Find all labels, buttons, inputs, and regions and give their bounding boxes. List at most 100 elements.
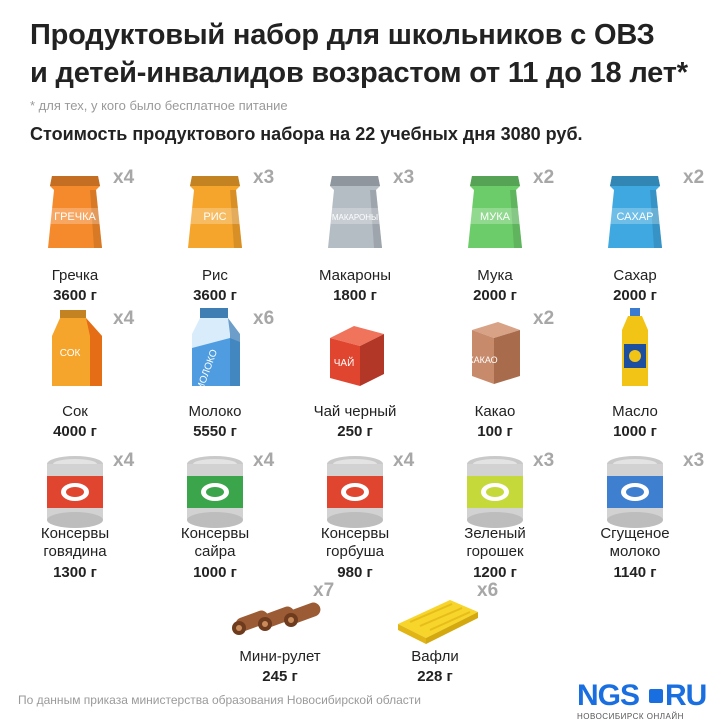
tea-box-icon: ЧАЙ (310, 308, 400, 388)
wafer-icon (380, 594, 490, 644)
product-item: x4 Консервы горбуша 980 г (285, 450, 425, 581)
product-name: Чай черный (313, 403, 397, 420)
product-weight: 100 г (477, 423, 513, 440)
product-name: Консервы сайра (180, 525, 250, 560)
quantity-multiplier: x7 (313, 580, 335, 601)
quantity-multiplier: x3 (393, 167, 415, 188)
can-icon (30, 450, 120, 530)
product-item: СОК x4 Сок 4000 г (5, 308, 145, 440)
product-item: САХАР x2 Сахар 2000 г (565, 167, 705, 304)
grain-bag-icon: МАКАРОНЫ (310, 172, 400, 252)
quantity-multiplier: x3 (533, 450, 555, 471)
product-weight: 1000 г (613, 423, 657, 440)
product-item: x3 Зеленый горошек 1200 г (425, 450, 565, 581)
quantity-multiplier: x4 (113, 167, 135, 188)
footnote: * для тех, у кого было бесплатное питани… (30, 98, 288, 113)
page-title: Продуктовый набор для школьников с ОВЗ и… (30, 16, 688, 92)
product-weight: 245 г (262, 668, 298, 685)
quantity-multiplier: x3 (683, 450, 705, 471)
product-weight: 1200 г (473, 564, 517, 581)
quantity-multiplier: x2 (683, 167, 705, 188)
quantity-multiplier: x2 (533, 308, 555, 329)
grain-bag-icon: МУКА (450, 172, 540, 252)
svg-text:РИС: РИС (203, 211, 226, 223)
product-weight: 1300 г (53, 564, 97, 581)
product-weight: 3600 г (53, 287, 97, 304)
product-item: МОЛОКО x6 Молоко 5550 г (145, 308, 285, 440)
product-name: Мука (477, 267, 513, 284)
product-weight: 5550 г (193, 423, 237, 440)
product-weight: 2000 г (613, 287, 657, 304)
product-name: Консервы говядина (40, 525, 110, 560)
oil-bottle-icon (590, 308, 680, 388)
product-name: Сок (62, 403, 88, 420)
can-icon (170, 450, 260, 530)
title-line-2: и детей-инвалидов возрастом от 11 до 18 … (30, 57, 688, 89)
product-item: x6 Вафли 228 г (365, 580, 505, 700)
logo-ngs-text: NGS (577, 679, 640, 712)
cocoa-box-icon: КАКАО (450, 308, 540, 388)
juice-carton-icon: СОК (30, 308, 120, 388)
svg-text:МУКА: МУКА (480, 211, 511, 223)
logo-subtitle: НОВОСИБИРСК ОНЛАЙН (577, 712, 684, 721)
can-icon (450, 450, 540, 530)
svg-text:САХАР: САХАР (616, 211, 653, 223)
product-weight: 3600 г (193, 287, 237, 304)
quantity-multiplier: x6 (253, 308, 275, 329)
product-weight: 4000 г (53, 423, 97, 440)
quantity-multiplier: x4 (113, 308, 135, 329)
product-weight: 228 г (417, 668, 453, 685)
product-item: МАКАРОНЫ x3 Макароны 1800 г (285, 167, 425, 304)
product-item: ЧАЙ Чай черный 250 г (285, 308, 425, 440)
product-name: Консервы горбуша (320, 525, 390, 560)
product-weight: 980 г (337, 564, 373, 581)
product-item: РИС x3 Рис 3600 г (145, 167, 285, 304)
product-name: Сахар (613, 267, 657, 284)
title-line-1: Продуктовый набор для школьников с ОВЗ (30, 19, 655, 51)
product-item: x3 Сгущеное молоко 1140 г (565, 450, 705, 581)
can-icon (590, 450, 680, 530)
quantity-multiplier: x4 (113, 450, 135, 471)
product-weight: 2000 г (473, 287, 517, 304)
product-weight: 1140 г (613, 564, 657, 581)
product-name: Сгущеное молоко (600, 525, 670, 560)
quantity-multiplier: x6 (477, 580, 499, 601)
grain-bag-icon: САХАР (590, 172, 680, 252)
product-name: Мини-рулет (239, 648, 321, 665)
product-item: МУКА x2 Мука 2000 г (425, 167, 565, 304)
can-icon (310, 450, 400, 530)
product-name: Гречка (51, 267, 99, 284)
quantity-multiplier: x4 (393, 450, 415, 471)
svg-text:КАКАО: КАКАО (468, 355, 497, 365)
svg-text:МАКАРОНЫ: МАКАРОНЫ (332, 213, 378, 222)
quantity-multiplier: x3 (253, 167, 275, 188)
product-name: Макароны (319, 267, 391, 284)
logo-dot-icon (649, 689, 663, 703)
product-name: Рис (202, 267, 228, 284)
quantity-multiplier: x2 (533, 167, 555, 188)
mini-roll-icon (225, 594, 335, 644)
product-item: x4 Консервы сайра 1000 г (145, 450, 285, 581)
product-item: Масло 1000 г (565, 308, 705, 440)
ngs-logo[interactable]: NGS RU НОВОСИБИРСК ОНЛАЙН (577, 679, 717, 721)
svg-text:ГРЕЧКА: ГРЕЧКА (54, 211, 96, 223)
source-note: По данным приказа министерства образован… (18, 693, 422, 707)
product-name: Масло (612, 403, 658, 420)
product-name: Зеленый горошек (464, 525, 526, 560)
product-weight: 1800 г (333, 287, 377, 304)
logo-ru-text: RU (665, 679, 707, 712)
product-name: Молоко (188, 403, 242, 420)
product-item: КАКАО x2 Какао 100 г (425, 308, 565, 440)
product-name: Какао (474, 403, 516, 420)
cost-summary: Стоимость продуктового набора на 22 учеб… (30, 124, 583, 144)
product-name: Вафли (411, 648, 459, 665)
milk-carton-icon: МОЛОКО (170, 308, 260, 393)
svg-text:СОК: СОК (60, 348, 81, 359)
product-weight: 250 г (337, 423, 373, 440)
svg-text:ЧАЙ: ЧАЙ (334, 356, 355, 369)
grain-bag-icon: ГРЕЧКА (30, 172, 120, 252)
product-item: x7 Мини-рулет 245 г (210, 580, 350, 700)
grain-bag-icon: РИС (170, 172, 260, 252)
product-item: ГРЕЧКА x4 Гречка 3600 г (5, 167, 145, 304)
